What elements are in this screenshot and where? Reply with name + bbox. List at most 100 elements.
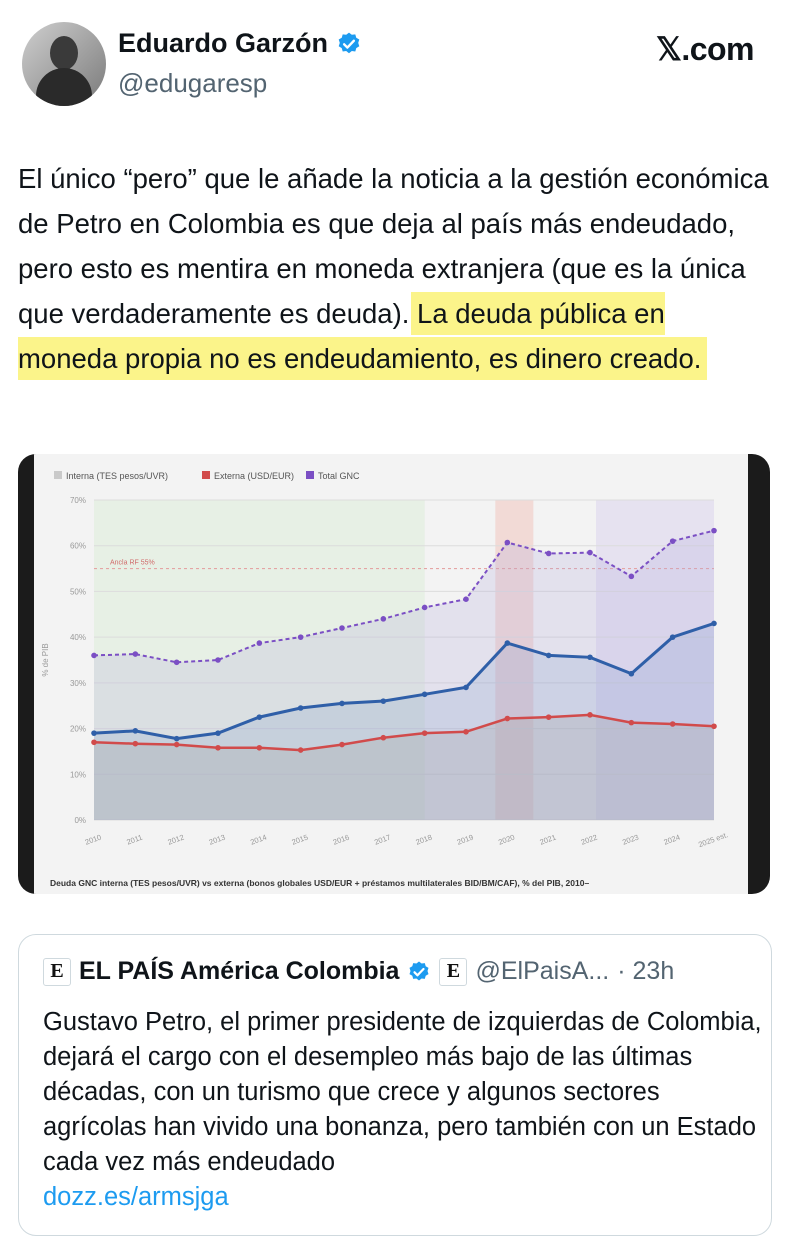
data-point-external bbox=[339, 741, 345, 748]
data-point-total bbox=[256, 640, 263, 646]
data-point-total bbox=[669, 538, 676, 544]
y-tick-label: 20% bbox=[70, 725, 86, 734]
elpais-small-logo-icon: E bbox=[439, 957, 468, 986]
data-point-internal bbox=[91, 730, 97, 736]
data-point-external bbox=[215, 744, 221, 751]
data-point-external bbox=[256, 744, 263, 751]
x-tick-label: 2025 est. bbox=[697, 830, 729, 849]
data-point-internal bbox=[215, 730, 221, 736]
quoted-author-name[interactable]: EL PAÍS América Colombia bbox=[79, 957, 400, 985]
data-point-external bbox=[628, 719, 635, 726]
quoted-tweet-header: E EL PAÍS América Colombia E @ElPaisA...… bbox=[43, 957, 674, 986]
debt-chart: 0% 10% 20% 30% 40% 50% 60% 70% % de PIB Interna (… bbox=[41, 471, 729, 888]
x-tick-label: 2014 bbox=[249, 833, 268, 847]
chart-image[interactable]: 0% 10% 20% 30% 40% 50% 60% 70% % de PIB Interna (… bbox=[18, 454, 770, 894]
series-line-external bbox=[93, 713, 715, 752]
y-tick-label: 70% bbox=[70, 496, 86, 505]
data-point-total bbox=[132, 651, 139, 657]
x-tick-label: 2019 bbox=[456, 833, 475, 847]
data-point-total bbox=[587, 549, 593, 556]
quoted-tweet-link[interactable]: dozz.es/armsjga bbox=[43, 1183, 229, 1211]
data-point-internal bbox=[587, 654, 593, 661]
x-tick-label: 2011 bbox=[125, 833, 143, 847]
x-logo: 𝕏.com bbox=[656, 31, 754, 67]
legend-label: Total GNC bbox=[318, 471, 360, 481]
avatar[interactable] bbox=[22, 22, 106, 106]
reference-line-label: Ancla RF 55% bbox=[110, 560, 155, 567]
data-point-total bbox=[297, 634, 304, 640]
author-name[interactable]: Eduardo Garzón bbox=[118, 28, 329, 58]
series-line-internal bbox=[93, 621, 715, 741]
legend-swatch bbox=[54, 471, 62, 479]
x-tick-label: 2012 bbox=[166, 833, 185, 847]
quoted-tweet[interactable]: E EL PAÍS América Colombia E @ElPaisA...… bbox=[18, 934, 772, 1236]
quoted-tweet-time: · 23h bbox=[617, 957, 675, 985]
data-point-internal bbox=[380, 698, 387, 704]
data-point-external bbox=[587, 712, 593, 718]
shade-period-1 bbox=[94, 500, 425, 820]
author-handle[interactable]: @edugaresp bbox=[118, 68, 268, 98]
data-point-total bbox=[545, 550, 552, 557]
verified-badge-icon bbox=[409, 961, 429, 980]
data-point-total bbox=[215, 657, 221, 663]
tweet-text-plain: El único “pero” que le añade la noticia … bbox=[18, 163, 769, 329]
data-point-external bbox=[711, 723, 717, 730]
y-tick-label: 30% bbox=[70, 679, 86, 688]
shade-period-3 bbox=[596, 500, 714, 820]
quoted-tweet-body: Gustavo Petro, el primer presidente de i… bbox=[43, 1008, 762, 1176]
data-point-external bbox=[421, 730, 428, 736]
y-tick-label: 60% bbox=[70, 542, 86, 551]
x-tick-label: 2022 bbox=[580, 833, 599, 847]
x-tick-label: 2010 bbox=[84, 833, 103, 847]
data-point-total bbox=[173, 659, 180, 666]
data-point-internal bbox=[256, 714, 263, 720]
legend-label: Externa (USD/EUR) bbox=[214, 471, 294, 481]
x-tick-label: 2015 bbox=[290, 833, 309, 847]
legend-swatch bbox=[202, 471, 210, 479]
legend-label: Interna (TES pesos/UVR) bbox=[66, 471, 168, 481]
quoted-tweet-text: Gustavo Petro, el primer presidente de i… bbox=[43, 1005, 763, 1215]
author-name-row: Eduardo Garzón bbox=[118, 28, 362, 59]
data-point-external bbox=[297, 747, 304, 753]
y-tick-label: 40% bbox=[70, 633, 86, 642]
data-point-internal bbox=[669, 634, 676, 640]
data-point-external bbox=[545, 714, 552, 720]
data-point-total bbox=[380, 616, 387, 622]
data-point-total bbox=[339, 625, 345, 631]
legend-swatch bbox=[306, 471, 314, 479]
chart-panel: 0% 10% 20% 30% 40% 50% 60% 70% % de PIB Interna (… bbox=[34, 454, 748, 894]
data-point-total bbox=[463, 596, 469, 602]
data-point-total bbox=[91, 652, 97, 659]
elpais-logo-icon: E bbox=[43, 957, 71, 986]
data-point-internal bbox=[545, 652, 552, 659]
data-point-internal bbox=[711, 620, 717, 627]
data-point-external bbox=[669, 721, 676, 727]
x-tick-label: 2013 bbox=[208, 833, 227, 847]
y-tick-label: 10% bbox=[70, 770, 86, 779]
x-tick-label: 2020 bbox=[497, 833, 516, 847]
y-tick-label: 0% bbox=[74, 816, 86, 825]
data-point-external bbox=[504, 715, 511, 722]
data-point-total bbox=[628, 573, 635, 580]
data-point-internal bbox=[463, 684, 469, 691]
data-point-internal bbox=[297, 705, 304, 711]
series-line-total bbox=[93, 529, 715, 664]
data-point-internal bbox=[132, 728, 139, 734]
quoted-author-handle[interactable]: @ElPaisA... bbox=[475, 957, 610, 985]
data-point-internal bbox=[421, 691, 428, 698]
x-tick-label: 2024 bbox=[662, 833, 681, 847]
avatar-body bbox=[36, 68, 92, 106]
x-tick-label: 2018 bbox=[414, 833, 433, 847]
area-external bbox=[94, 714, 714, 820]
data-point-total bbox=[421, 604, 428, 611]
shade-period-2 bbox=[495, 500, 534, 820]
tweet-text: El único “pero” que le añade la noticia … bbox=[18, 156, 770, 381]
y-tick-label: 50% bbox=[70, 587, 86, 596]
y-axis-label: % de PIB bbox=[41, 643, 50, 676]
verified-badge-icon bbox=[338, 32, 360, 53]
chart-caption: Deuda GNC interna (TES pesos/UVR) vs ext… bbox=[50, 878, 589, 888]
data-point-internal bbox=[339, 700, 345, 707]
tweet-header: Eduardo Garzón @edugaresp 𝕏.com bbox=[22, 22, 764, 112]
data-point-total bbox=[504, 539, 511, 546]
data-point-internal bbox=[173, 735, 180, 742]
